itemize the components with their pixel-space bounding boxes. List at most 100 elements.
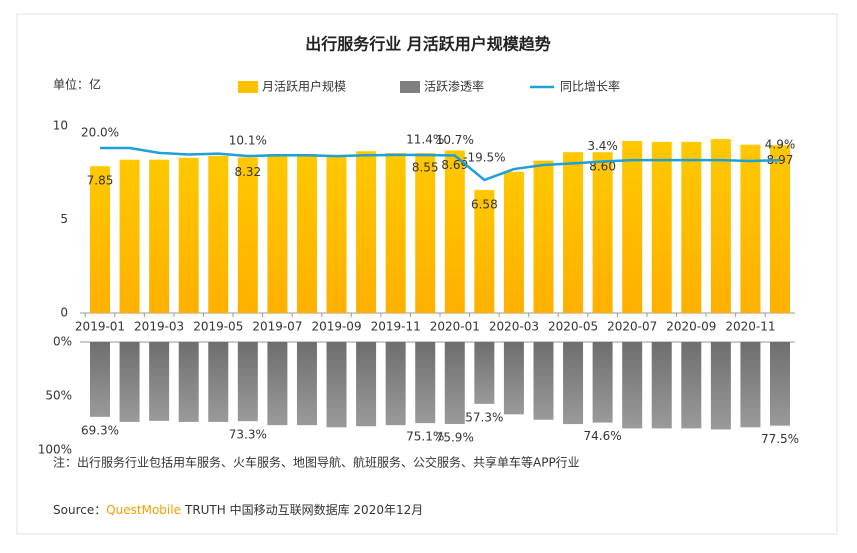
bar: [90, 166, 110, 313]
bar: [326, 154, 347, 313]
frame: [16, 13, 838, 535]
bar: [296, 154, 317, 313]
bar-label: 8.55: [412, 161, 439, 175]
x-tick-label: 2019-07: [252, 320, 302, 334]
bar: [326, 342, 347, 428]
line-label: 10.7%: [436, 133, 474, 147]
bar: [770, 145, 790, 313]
line-label: 11.4%: [406, 132, 444, 146]
bar-label: 8.60: [589, 160, 616, 174]
legend-swatch: [400, 81, 420, 93]
source: Source：QuestMobile TRUTH 中国移动互联网数据库 2020年…: [53, 502, 423, 517]
bar: [356, 151, 377, 313]
bar: [267, 342, 288, 426]
x-tick-label: 2020-01: [430, 320, 480, 334]
bar-label: 74.6%: [584, 429, 622, 443]
legend-label: 活跃渗透率: [424, 79, 484, 94]
x-tick-label: 2019-05: [193, 320, 243, 334]
bar-label: 75.9%: [436, 430, 474, 444]
bar: [503, 342, 524, 415]
y-tick-label: 5: [60, 212, 68, 226]
bar-label: 6.58: [471, 197, 498, 211]
x-tick-label: 2020-11: [725, 320, 775, 334]
yoy-line: [100, 146, 781, 182]
bar: [681, 141, 702, 313]
source-rest: TRUTH 中国移动互联网数据库 2020年12月: [184, 502, 423, 517]
y-tick-label: 100%: [38, 443, 72, 457]
unit-label: 单位：亿: [53, 77, 101, 92]
bar: [208, 155, 229, 313]
bar: [149, 159, 170, 313]
bar: [592, 342, 613, 423]
bar: [415, 342, 436, 424]
bar: [267, 154, 288, 313]
bar: [444, 150, 465, 313]
legend-label: 同比增长率: [560, 79, 620, 94]
x-tick-label: 2019-03: [134, 320, 184, 334]
bar-label: 75.1%: [406, 430, 444, 444]
bar: [237, 342, 258, 422]
x-tick-label: 2020-07: [607, 320, 657, 334]
bar-label: 69.3%: [81, 423, 119, 437]
note: 注：出行服务行业包括用车服务、火车服务、地图导航、航班服务、公交服务、共享单车等…: [53, 455, 580, 470]
bar: [474, 189, 495, 313]
bar-label: 8.97: [767, 153, 794, 167]
bar: [740, 144, 761, 313]
bar: [622, 342, 643, 429]
bar: [356, 342, 377, 427]
x-tick-label: 2019-09: [311, 320, 361, 334]
x-tick-label: 2019-01: [75, 320, 125, 334]
legend-swatch: [238, 81, 258, 93]
bar: [178, 342, 199, 422]
line-label: 4.9%: [765, 138, 796, 152]
x-tick-label: 2020-09: [666, 320, 716, 334]
bar: [149, 342, 170, 421]
source-prefix: Source：: [53, 503, 106, 517]
line-label: -19.5%: [463, 151, 505, 165]
bar: [178, 157, 199, 313]
bar: [385, 342, 406, 426]
x-tick-label: 2020-03: [489, 320, 539, 334]
y-tick-label: 0: [60, 306, 68, 320]
bar-label: 57.3%: [465, 410, 503, 424]
bar: [563, 342, 584, 425]
bar: [503, 171, 524, 313]
bar-label: 73.3%: [229, 428, 267, 442]
line-label: 3.4%: [587, 139, 618, 153]
bar: [681, 342, 702, 429]
bar-label: 77.5%: [761, 432, 799, 446]
legend-label: 月活跃用户规模: [262, 79, 346, 94]
bar: [90, 342, 110, 417]
line-label: 10.1%: [229, 134, 267, 148]
y-tick-label: 10: [53, 119, 68, 133]
y-tick-label: 0%: [53, 335, 72, 349]
y-tick-label: 50%: [45, 389, 72, 403]
bar: [474, 342, 495, 404]
bar: [740, 342, 761, 428]
bar: [415, 153, 436, 313]
bar: [651, 141, 672, 313]
bar-label: 7.85: [87, 174, 114, 188]
bar: [651, 342, 672, 429]
bar: [119, 342, 140, 422]
bar: [533, 342, 554, 420]
bar: [710, 342, 731, 430]
bar: [237, 157, 258, 313]
bar: [710, 139, 731, 313]
bar: [296, 342, 317, 426]
bar: [770, 342, 790, 426]
x-tick-label: 2020-05: [548, 320, 598, 334]
line-label: 20.0%: [81, 126, 119, 140]
bar: [533, 160, 554, 313]
bar: [592, 152, 613, 313]
source-brand: QuestMobile: [106, 503, 181, 517]
bar: [444, 342, 465, 424]
bar-label: 8.32: [234, 165, 261, 179]
bar: [208, 342, 229, 422]
bar: [385, 153, 406, 313]
bar: [119, 159, 140, 313]
x-tick-label: 2019-11: [371, 320, 421, 334]
chart-title: 出行服务行业 月活跃用户规模趋势: [305, 35, 551, 54]
bar: [563, 152, 584, 313]
